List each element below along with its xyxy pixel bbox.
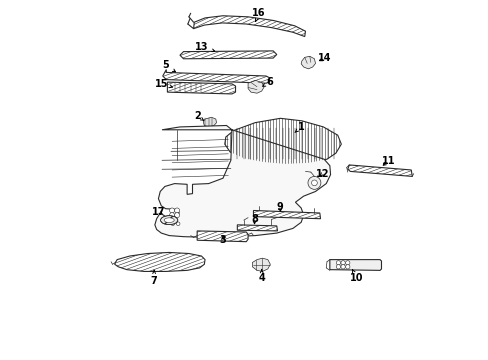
- Text: 5: 5: [162, 60, 175, 72]
- Text: 3: 3: [219, 235, 226, 245]
- Text: 15: 15: [155, 79, 172, 89]
- Text: 17: 17: [152, 207, 165, 217]
- Circle shape: [336, 261, 340, 265]
- Polygon shape: [193, 16, 305, 37]
- Circle shape: [345, 265, 349, 269]
- Polygon shape: [115, 252, 204, 271]
- Circle shape: [169, 208, 174, 213]
- Polygon shape: [180, 51, 276, 59]
- Text: 2: 2: [193, 111, 203, 121]
- Circle shape: [307, 176, 320, 189]
- Polygon shape: [347, 165, 411, 176]
- Circle shape: [169, 213, 174, 218]
- Circle shape: [336, 265, 340, 269]
- Polygon shape: [167, 82, 235, 94]
- Circle shape: [345, 261, 349, 265]
- Polygon shape: [237, 225, 277, 231]
- Text: 13: 13: [194, 42, 214, 51]
- Polygon shape: [301, 56, 315, 69]
- Polygon shape: [247, 80, 264, 93]
- Circle shape: [311, 180, 317, 186]
- Text: 4: 4: [258, 270, 264, 283]
- Circle shape: [174, 213, 179, 218]
- Text: 12: 12: [315, 168, 329, 179]
- Text: 11: 11: [381, 156, 395, 166]
- Circle shape: [174, 208, 179, 213]
- Circle shape: [340, 265, 345, 269]
- Polygon shape: [155, 126, 330, 237]
- Text: 7: 7: [150, 270, 157, 286]
- Circle shape: [171, 222, 174, 226]
- Text: 9: 9: [276, 202, 283, 212]
- Circle shape: [340, 261, 345, 265]
- Text: 14: 14: [318, 53, 331, 63]
- Ellipse shape: [160, 216, 178, 225]
- Polygon shape: [163, 69, 269, 83]
- Text: 6: 6: [262, 77, 272, 87]
- Circle shape: [176, 222, 180, 226]
- Polygon shape: [203, 117, 216, 127]
- Text: 16: 16: [252, 8, 265, 21]
- Polygon shape: [253, 211, 320, 219]
- Polygon shape: [197, 231, 247, 242]
- Text: 10: 10: [349, 270, 363, 283]
- Polygon shape: [252, 258, 270, 271]
- Polygon shape: [224, 118, 341, 164]
- Polygon shape: [329, 260, 381, 270]
- Text: 8: 8: [251, 215, 258, 224]
- Ellipse shape: [164, 218, 174, 222]
- Text: 1: 1: [294, 122, 304, 132]
